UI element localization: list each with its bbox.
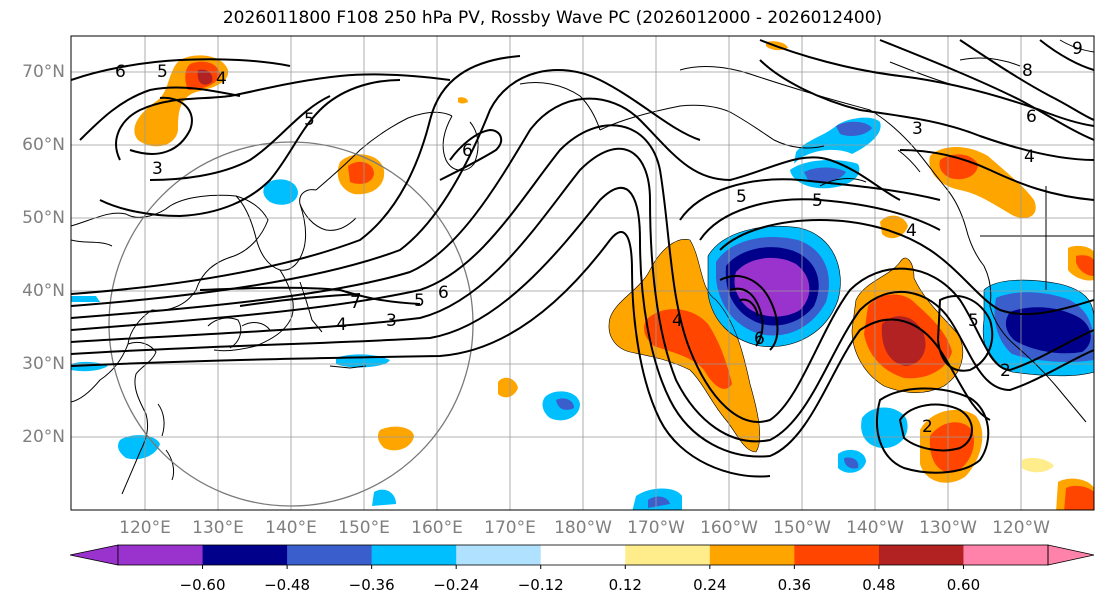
pv-negative-anomaly [734,257,810,317]
contour-label: 5 [736,187,747,207]
lon-label: 170°W [627,518,685,538]
pv-positive-anomaly [880,215,908,239]
contour-label: 5 [157,62,168,82]
pv-positive-anomaly [929,422,975,473]
pv-negative-anomaly [263,179,298,205]
pv-negative-anomaly [118,435,160,460]
colorbar-tick-label: −0.60 [179,576,226,594]
pv-positive-anomaly [644,309,732,389]
contour-label: 5 [304,110,315,130]
colorbar-tick-label: 0.36 [777,576,812,594]
lon-label: 130°W [919,518,977,538]
map-frame [70,35,1095,511]
pv-negative-anomaly [836,121,872,136]
pv-positive-anomaly [1076,255,1094,276]
pv-anomaly-shading [71,41,1094,510]
contour-label: 3 [152,159,163,179]
contour-label: 6 [754,329,765,349]
contour-label: 6 [462,141,473,161]
pv-positive-anomaly [881,316,926,366]
lon-label: 120°E [119,518,171,538]
pv-negative-anomaly [844,457,859,469]
pv-positive-anomaly [1022,458,1054,473]
pv-positive-anomaly [458,97,468,104]
lat-label: 20°N [22,427,65,447]
contour-label: 6 [438,283,449,303]
colorbar-tick-label: −0.24 [433,576,480,594]
map-title: 2026011800 F108 250 hPa PV, Rossby Wave … [222,8,883,28]
coastlines [71,39,1094,495]
pv-negative-anomaly [372,489,396,506]
contour-label: 4 [672,311,683,331]
lon-label: 180°W [554,518,612,538]
contour-label: 6 [1026,107,1037,127]
pv-negative-anomaly [804,167,846,182]
colorbar-tick-label: 0.60 [946,576,981,594]
lon-label: 160°W [700,518,758,538]
graticule [71,36,1094,510]
lon-label: 170°E [484,518,536,538]
pv-negative-anomaly [861,407,908,448]
contour-label: 3 [386,311,397,331]
contour-label: 5 [812,191,823,211]
lon-label: 130°E [192,518,244,538]
pv-negative-anomaly [648,496,670,508]
lat-label: 50°N [22,208,65,228]
lat-label: 60°N [22,135,65,155]
contour-label: 2 [1000,361,1011,381]
lon-label: 120°W [992,518,1050,538]
colorbar-tick-label: −0.12 [517,576,564,594]
contour-label: 4 [336,315,347,335]
contour-label: 3 [912,119,923,139]
contour-label: 8 [1022,61,1033,81]
colorbar-tick-label: 0.48 [862,576,896,594]
lon-label: 160°E [411,518,463,538]
contour-label: 2 [922,417,933,437]
contour-label: 5 [968,311,979,331]
pv-positive-anomaly [1064,485,1094,510]
region-circle [108,141,474,507]
pv-negative-anomaly [556,398,574,410]
contour-label: 7 [350,293,361,313]
lon-label: 150°E [338,518,390,538]
pv-positive-anomaly [348,161,374,184]
pv-positive-anomaly [377,426,414,451]
colorbar-tick-label: 0.24 [693,576,727,594]
contour-label: 9 [1072,39,1083,59]
contour-label: 6 [115,62,126,82]
lon-label: 150°W [773,518,831,538]
contour-label: 4 [1024,147,1035,167]
colorbar-tick-label: −0.36 [348,576,395,594]
pv-negative-anomaly [71,296,100,302]
contour-label: 4 [906,221,917,241]
contour-labels: 6 5 4 5 3 6 7 6 5 4 3 5 5 4 3 4 5 6 2 2 … [115,39,1083,437]
lat-label: 70°N [22,62,65,82]
lat-label: 30°N [22,354,65,374]
lon-label: 140°W [846,518,904,538]
pv-positive-anomaly [197,69,213,85]
colorbar-tick-label: 0.12 [608,576,642,594]
lat-label: 40°N [22,281,65,301]
lon-label: 140°E [265,518,317,538]
contour-label: 5 [414,291,425,311]
pv-positive-anomaly [498,377,518,398]
contour-label: 4 [216,69,227,89]
colorbar-tick-label: −0.48 [264,576,311,594]
pv-contours [71,39,1094,478]
